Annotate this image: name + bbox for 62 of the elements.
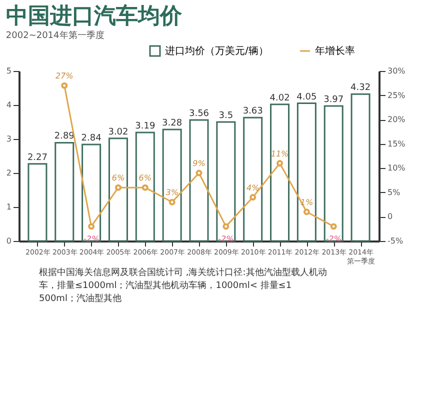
bar bbox=[108, 138, 128, 242]
y-tick-label: 0 bbox=[6, 236, 12, 246]
point bbox=[276, 160, 284, 167]
point bbox=[142, 184, 148, 191]
bar bbox=[350, 93, 370, 242]
y2-tick-label: 15% bbox=[388, 139, 406, 148]
y2-tick-label: -5% bbox=[388, 236, 404, 246]
bar bbox=[189, 119, 209, 242]
chart-title: 中国进口汽车均价 bbox=[6, 3, 183, 29]
data-label: 3% bbox=[166, 188, 178, 198]
point bbox=[61, 82, 68, 89]
bar bbox=[270, 104, 290, 242]
point bbox=[114, 184, 122, 191]
bar bbox=[324, 105, 344, 242]
bar bbox=[216, 121, 236, 242]
data-label: 3.5 bbox=[218, 111, 234, 121]
chart-subtitle: 2002~2014年第一季度 bbox=[6, 30, 104, 41]
bar bbox=[54, 142, 74, 242]
data-label: 4.32 bbox=[350, 83, 371, 94]
legend-label: 年增长率 bbox=[315, 45, 355, 57]
data-label: 2.84 bbox=[81, 133, 102, 144]
y2-tick-label: 5% bbox=[388, 188, 401, 197]
data-label: 3.19 bbox=[135, 122, 156, 132]
data-label: 2.27 bbox=[27, 152, 48, 163]
data-label: 3.97 bbox=[324, 95, 344, 106]
data-label: 27% bbox=[55, 72, 74, 81]
bar bbox=[82, 144, 102, 242]
data-label: 6% bbox=[138, 174, 152, 183]
data-label: 4.05 bbox=[296, 92, 317, 102]
point bbox=[250, 194, 256, 201]
y-tick-label: 1 bbox=[6, 202, 12, 212]
bar bbox=[135, 132, 155, 242]
point bbox=[303, 208, 310, 216]
data-label: 4.02 bbox=[270, 93, 290, 104]
point bbox=[222, 223, 230, 230]
y2-tick-label: 25% bbox=[388, 90, 406, 100]
data-label: 3.63 bbox=[242, 106, 263, 117]
y-tick-label: 4 bbox=[6, 100, 12, 110]
point bbox=[330, 223, 337, 230]
data-label: 3.02 bbox=[108, 127, 128, 138]
point bbox=[196, 170, 202, 176]
data-label: 6% bbox=[112, 174, 125, 183]
y2-tick-label: 20% bbox=[388, 115, 406, 124]
y2-tick-label: 30% bbox=[388, 66, 406, 76]
data-label: 3.28 bbox=[162, 118, 182, 128]
y-tick-label: 2 bbox=[6, 168, 12, 178]
y-tick-label: 3 bbox=[6, 134, 12, 144]
legend-label: 进口均价（万美元/辆） bbox=[165, 45, 268, 57]
point bbox=[88, 223, 95, 230]
bar bbox=[28, 163, 48, 242]
data-label: 3.56 bbox=[188, 108, 210, 119]
point bbox=[168, 198, 176, 206]
bar bbox=[296, 102, 316, 242]
y2-tick-label: 10% bbox=[388, 164, 406, 173]
text: 根据中国海关信息网及联合国统计司 ,海关统计口径:其他汽油型载人机动车，排量≤1000ml；汽油型其他机动车辆，1000ml< 排量≤1500ml；汽油型其他 bbox=[39, 267, 327, 304]
bar bbox=[162, 128, 182, 242]
y2-tick-label: 0 bbox=[388, 212, 393, 222]
data-label: 4% bbox=[246, 183, 260, 192]
data-label: 2.89 bbox=[54, 132, 75, 142]
data-label: 9% bbox=[192, 159, 206, 168]
bar bbox=[243, 116, 263, 242]
y-tick-label: 5 bbox=[6, 66, 12, 76]
